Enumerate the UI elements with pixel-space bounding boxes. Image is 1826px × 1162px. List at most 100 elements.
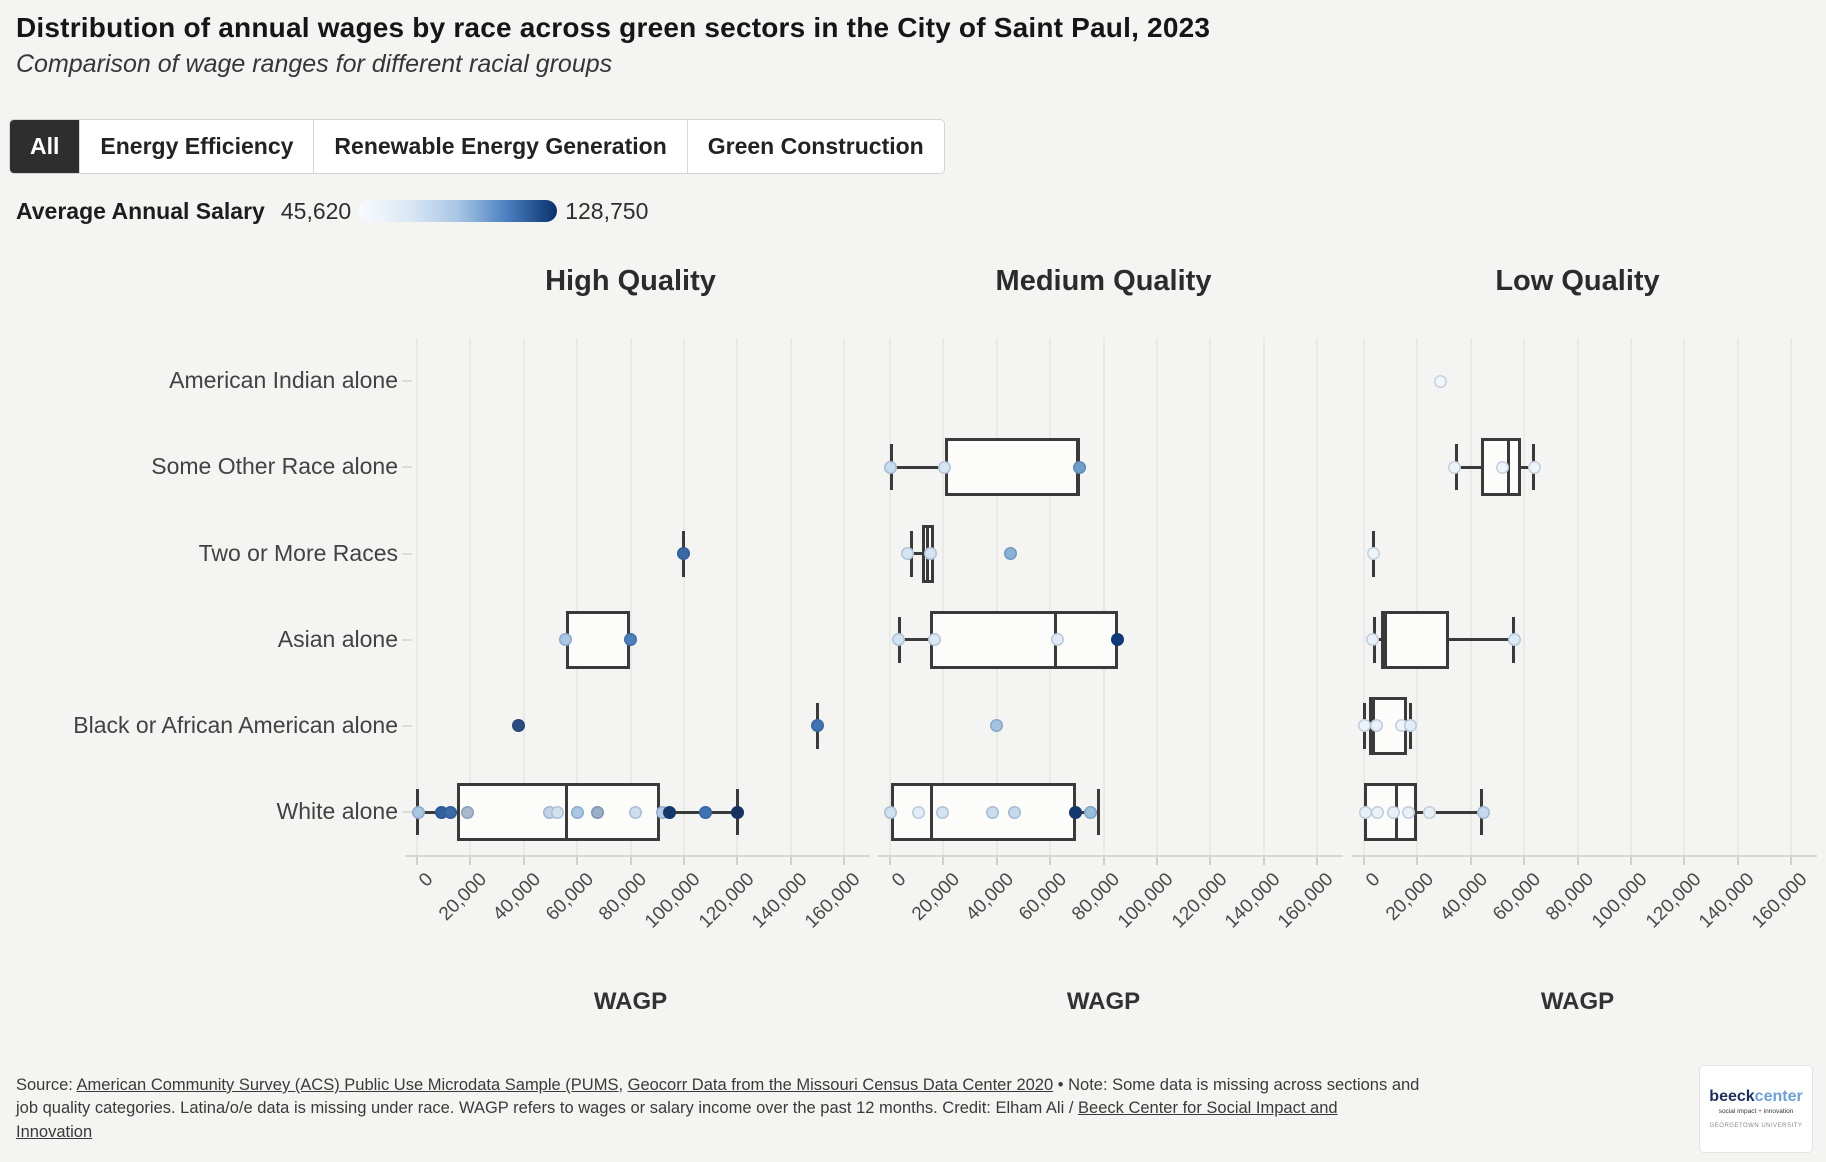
x-tick bbox=[995, 857, 998, 865]
x-tick-label: 100,000 bbox=[641, 869, 705, 933]
boxplot-whisker-low bbox=[899, 638, 931, 642]
data-point bbox=[1404, 719, 1418, 733]
facet-title: Low Quality bbox=[1495, 265, 1660, 297]
y-axis-label: Some Other Race alone bbox=[151, 453, 398, 480]
y-tick bbox=[402, 811, 412, 814]
beeck-center-logo: beeckcenter social impact + innovation G… bbox=[1700, 1066, 1812, 1152]
data-point bbox=[1423, 805, 1437, 819]
logo-tagline: social impact + innovation bbox=[1718, 1108, 1794, 1116]
x-tick bbox=[576, 857, 579, 865]
x-tick-label: 160,000 bbox=[1274, 869, 1338, 933]
page-subtitle: Comparison of wage ranges for different … bbox=[16, 50, 613, 78]
data-point bbox=[923, 547, 937, 560]
data-point bbox=[883, 805, 897, 819]
gridline bbox=[1469, 338, 1472, 855]
gridline bbox=[995, 338, 998, 855]
data-point bbox=[1072, 460, 1086, 474]
gridline bbox=[629, 338, 632, 855]
x-tick-label: 40,000 bbox=[1435, 869, 1492, 925]
data-point bbox=[911, 805, 925, 819]
data-point bbox=[1358, 805, 1372, 819]
x-tick-label: 0 bbox=[1362, 869, 1385, 892]
tab-renewable-energy-generation[interactable]: Renewable Energy Generation bbox=[313, 120, 687, 173]
gridline bbox=[1523, 338, 1526, 855]
x-axis-line bbox=[1352, 855, 1817, 857]
x-tick bbox=[469, 857, 472, 865]
data-point bbox=[985, 805, 999, 819]
gridline bbox=[1576, 338, 1579, 855]
data-point bbox=[1433, 374, 1447, 388]
x-tick-label: 100,000 bbox=[1114, 869, 1178, 933]
tab-green-construction[interactable]: Green Construction bbox=[686, 120, 944, 173]
legend-label: Average Annual Salary bbox=[16, 197, 265, 224]
data-point bbox=[883, 460, 897, 474]
x-axis-line bbox=[405, 855, 870, 857]
data-point bbox=[1007, 805, 1021, 819]
gridline bbox=[1683, 338, 1686, 855]
data-point bbox=[1386, 805, 1400, 819]
boxplot-median bbox=[1384, 610, 1388, 669]
x-tick bbox=[522, 857, 525, 865]
x-tick-label: 120,000 bbox=[694, 869, 759, 933]
x-tick-label: 120,000 bbox=[1167, 869, 1232, 933]
data-point bbox=[1371, 805, 1385, 819]
source-text: job quality categories. Latina/o/e data … bbox=[16, 1099, 1079, 1118]
source-link[interactable]: Geocorr Data from the Missouri Census Da… bbox=[627, 1076, 1054, 1094]
source-link[interactable]: American Community Survey (ACS) Public U… bbox=[76, 1076, 619, 1094]
y-axis-label: Black or African American alone bbox=[73, 711, 398, 738]
gridline bbox=[1262, 338, 1265, 855]
data-point bbox=[936, 805, 950, 819]
boxplot-box bbox=[930, 610, 1118, 669]
x-tick bbox=[1683, 857, 1686, 865]
x-tick bbox=[889, 857, 891, 865]
data-point bbox=[1365, 633, 1379, 647]
source-link[interactable]: Innovation bbox=[16, 1122, 93, 1141]
x-tick bbox=[629, 857, 632, 865]
data-point bbox=[698, 805, 712, 819]
x-tick bbox=[942, 857, 945, 865]
x-tick bbox=[1316, 857, 1318, 865]
boxplot-whisker-cap-max bbox=[1096, 789, 1100, 836]
x-tick bbox=[1049, 857, 1052, 865]
tab-energy-efficiency[interactable]: Energy Efficiency bbox=[79, 120, 314, 173]
source-link[interactable]: Beeck Center for Social Impact and bbox=[1078, 1099, 1338, 1118]
y-axis-label: White alone bbox=[276, 798, 398, 825]
data-point bbox=[511, 719, 525, 733]
data-point bbox=[937, 460, 951, 474]
gridline bbox=[1416, 338, 1419, 855]
data-point bbox=[1357, 719, 1371, 733]
legend-max-value: 128,750 bbox=[565, 197, 649, 224]
data-point bbox=[1401, 805, 1415, 819]
gridline bbox=[1790, 338, 1792, 855]
gridline bbox=[1049, 338, 1052, 855]
x-tick-label: 160,000 bbox=[801, 869, 865, 933]
legend-min-value: 45,620 bbox=[280, 197, 352, 224]
gridline bbox=[1629, 338, 1632, 855]
x-tick-label: 140,000 bbox=[748, 869, 812, 933]
tab-all[interactable]: All bbox=[10, 120, 80, 173]
x-tick bbox=[1736, 857, 1739, 865]
source-text: • Note: Some data is missing across sect… bbox=[1053, 1076, 1420, 1094]
boxplot-median bbox=[564, 783, 568, 842]
gridline bbox=[1155, 338, 1158, 855]
x-tick bbox=[1790, 857, 1792, 865]
data-point bbox=[662, 805, 676, 819]
x-tick bbox=[1155, 857, 1158, 865]
data-point bbox=[550, 805, 564, 819]
source-note: Source: American Community Survey (ACS) … bbox=[16, 1074, 1476, 1144]
salary-legend: Average Annual Salary 45,620 128,750 bbox=[16, 196, 648, 226]
x-tick-label: 140,000 bbox=[1695, 869, 1759, 933]
gridline bbox=[942, 338, 945, 855]
gridline bbox=[843, 338, 845, 855]
boxplot-whisker-high bbox=[659, 810, 738, 814]
x-tick bbox=[1629, 857, 1632, 865]
facet-title: Medium Quality bbox=[995, 265, 1212, 297]
boxplot-whisker-high bbox=[1449, 638, 1514, 642]
data-point bbox=[891, 633, 905, 647]
x-tick-label: 60,000 bbox=[1489, 869, 1545, 925]
data-point bbox=[411, 805, 425, 819]
x-tick bbox=[1469, 857, 1472, 865]
x-tick-label: 60,000 bbox=[542, 869, 598, 925]
boxplot-whisker-low bbox=[891, 465, 945, 469]
boxplot-whisker-low bbox=[1456, 465, 1482, 469]
